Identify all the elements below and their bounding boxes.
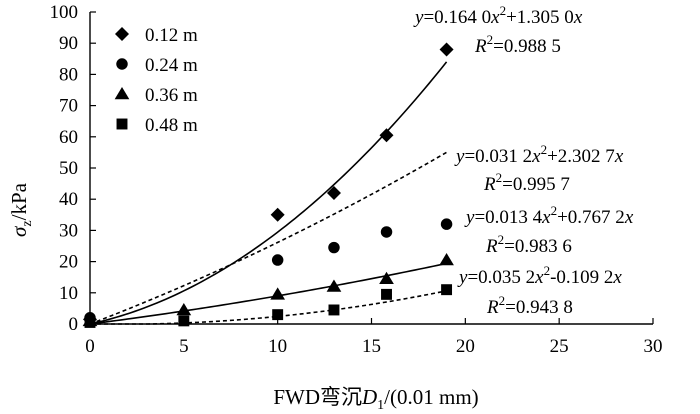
fit-curve — [89, 151, 447, 325]
y-tick-label: 10 — [59, 283, 78, 304]
data-point — [328, 241, 340, 254]
legend-label: 0.36 m — [145, 85, 198, 106]
equation-label: y=0.164 0x2+1.305 0x — [413, 3, 583, 28]
y-tick-label: 30 — [59, 220, 78, 241]
data-point — [178, 315, 190, 327]
x-tick-label: 15 — [362, 336, 381, 357]
y-tick-label: 100 — [50, 2, 79, 23]
x-tick-label: 20 — [456, 336, 475, 357]
y-axis-title: σz/kPa — [7, 182, 35, 237]
data-point — [381, 288, 392, 300]
legend-marker — [116, 58, 128, 70]
data-point — [439, 253, 454, 266]
fit-curve — [89, 61, 448, 325]
x-tick-label: 30 — [644, 336, 663, 357]
data-point — [270, 207, 285, 222]
x-tick-label: 0 — [85, 336, 95, 357]
data-point — [326, 185, 341, 200]
y-tick-label: 40 — [59, 189, 78, 210]
data-point — [270, 287, 286, 300]
data-point — [272, 309, 284, 321]
legend: 0.12 m 0.24 m 0.36 m 0.48 m — [114, 25, 198, 136]
x-tick-label: 5 — [179, 336, 189, 357]
fit-curves — [89, 61, 448, 325]
data-point — [439, 42, 454, 57]
legend-marker — [116, 118, 128, 130]
y-tick-label: 70 — [59, 96, 78, 117]
equations: y=0.164 0x2+1.305 0x R2=0.988 5 y=0.031 2x… — [413, 3, 634, 318]
data-point — [84, 316, 96, 328]
data-point — [379, 271, 394, 285]
legend-marker — [114, 87, 130, 100]
equation-label: y=0.031 2x2+2.302 7x — [454, 142, 624, 167]
legend-label: 0.24 m — [145, 55, 198, 76]
equation-label: y=0.035 2x2-0.109 2x — [457, 263, 622, 288]
x-axis-title: FWD弯沉D1/(0.01 mm) — [273, 385, 478, 413]
legend-marker — [115, 27, 129, 41]
axes: 0 10 20 30 40 50 60 70 80 90 100 0 5 10 15 20 25 30 — [50, 2, 663, 357]
y-tick-label: 60 — [59, 127, 78, 148]
r-squared-label: R2=0.983 6 — [485, 232, 572, 257]
data-points — [82, 42, 454, 328]
fit-curve — [90, 290, 447, 325]
y-tick-label: 50 — [59, 158, 78, 179]
data-point — [176, 302, 192, 316]
data-point — [271, 254, 284, 266]
data-point — [380, 226, 393, 238]
data-point — [326, 279, 342, 292]
legend-label: 0.48 m — [145, 115, 198, 136]
data-point — [440, 218, 453, 230]
y-tick-label: 0 — [69, 314, 79, 335]
x-tick-label: 25 — [550, 336, 569, 357]
equation-label: y=0.013 4x2+0.767 2x — [464, 203, 634, 228]
x-tick-label: 10 — [268, 336, 287, 357]
legend-label: 0.12 m — [145, 25, 198, 46]
r-squared-label: R2=0.995 7 — [483, 170, 570, 195]
r-squared-label: R2=0.988 5 — [474, 32, 561, 57]
data-point — [441, 284, 453, 296]
y-tick-label: 20 — [59, 252, 78, 273]
r-squared-label: R2=0.943 8 — [486, 293, 573, 318]
fit-curve — [89, 262, 447, 325]
data-point — [379, 128, 394, 143]
data-point — [328, 304, 340, 316]
y-tick-label: 80 — [59, 64, 78, 85]
y-tick-label: 90 — [59, 33, 78, 54]
